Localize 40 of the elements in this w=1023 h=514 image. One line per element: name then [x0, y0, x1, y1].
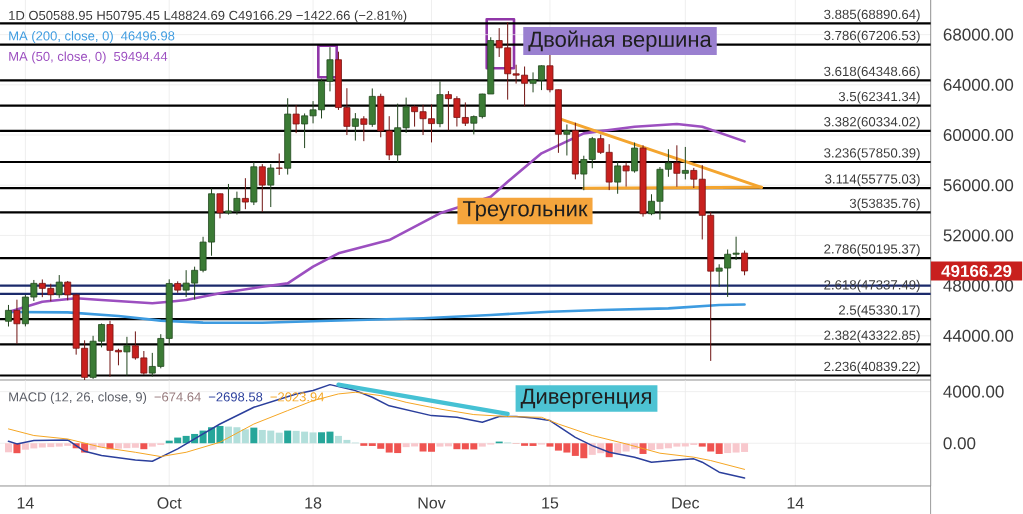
ref-line-label: 3(53835.76) — [849, 198, 920, 211]
ref-line-label: 3.5(62341.34) — [838, 91, 920, 104]
x-tick-label: Nov — [418, 497, 446, 509]
ref-line-label: 3.618(64348.66) — [824, 66, 920, 79]
x-tick-label: 15 — [542, 497, 559, 509]
y-tick-label: 48000.00 — [943, 279, 1014, 292]
ref-line-label: 3.885(68890.64) — [824, 9, 920, 22]
text: 49166.29 — [941, 264, 1012, 277]
x-tick-label: Dec — [672, 497, 700, 509]
ref-line-label: 3.114(55775.03) — [825, 173, 920, 187]
text: MA (50, close, 0) — [9, 51, 106, 64]
text: MA (200, close, 0) — [9, 30, 113, 44]
annotation: 46496.98 — [120, 31, 175, 41]
ref-line-label: 3.382(60334.02) — [824, 116, 920, 130]
ref-line-label: 3.786(67206.53) — [824, 30, 920, 43]
y-tick-label: 44000.00 — [943, 329, 1014, 342]
legend-title: MACD (12, 26, close, 9) — [9, 391, 147, 405]
ref-line-label: 2.236(40839.22) — [824, 361, 920, 374]
ref-line-label: 2.382(43322.85) — [824, 330, 920, 343]
y-tick-label: 64000.00 — [943, 78, 1014, 91]
y-tick-label: 0.00 — [943, 437, 976, 450]
ref-line-label: 2.786(50195.37) — [824, 243, 920, 257]
annotation: 59494.44 — [113, 51, 168, 61]
x-tick-label: Oct — [157, 497, 182, 509]
y-tick-label: 56000.00 — [943, 179, 1014, 192]
y-tick-label: 4000.00 — [943, 385, 1004, 398]
x-tick-label: 14 — [17, 497, 34, 509]
ref-line-label: 2.5(45330.17) — [838, 305, 920, 318]
annotation: −2698.58 — [208, 392, 263, 402]
annotation: −674.64 — [154, 392, 201, 402]
annotation: Двойная вершина — [528, 30, 712, 52]
annotation: Дивергенция — [520, 388, 651, 409]
x-tick-label: 18 — [305, 497, 322, 509]
annotation: Треугольник — [462, 201, 588, 221]
text: 1D O50588.95 H50795.45 L48824.69 C49166.29 −1422.66 (−2.81%) — [9, 10, 407, 23]
y-tick-label: 68000.00 — [943, 28, 1014, 41]
x-tick-label: 14 — [787, 497, 804, 509]
y-tick-label: 52000.00 — [943, 229, 1014, 242]
y-tick-label: 60000.00 — [943, 129, 1014, 142]
ref-line-label: 3.236(57850.39) — [824, 147, 920, 161]
